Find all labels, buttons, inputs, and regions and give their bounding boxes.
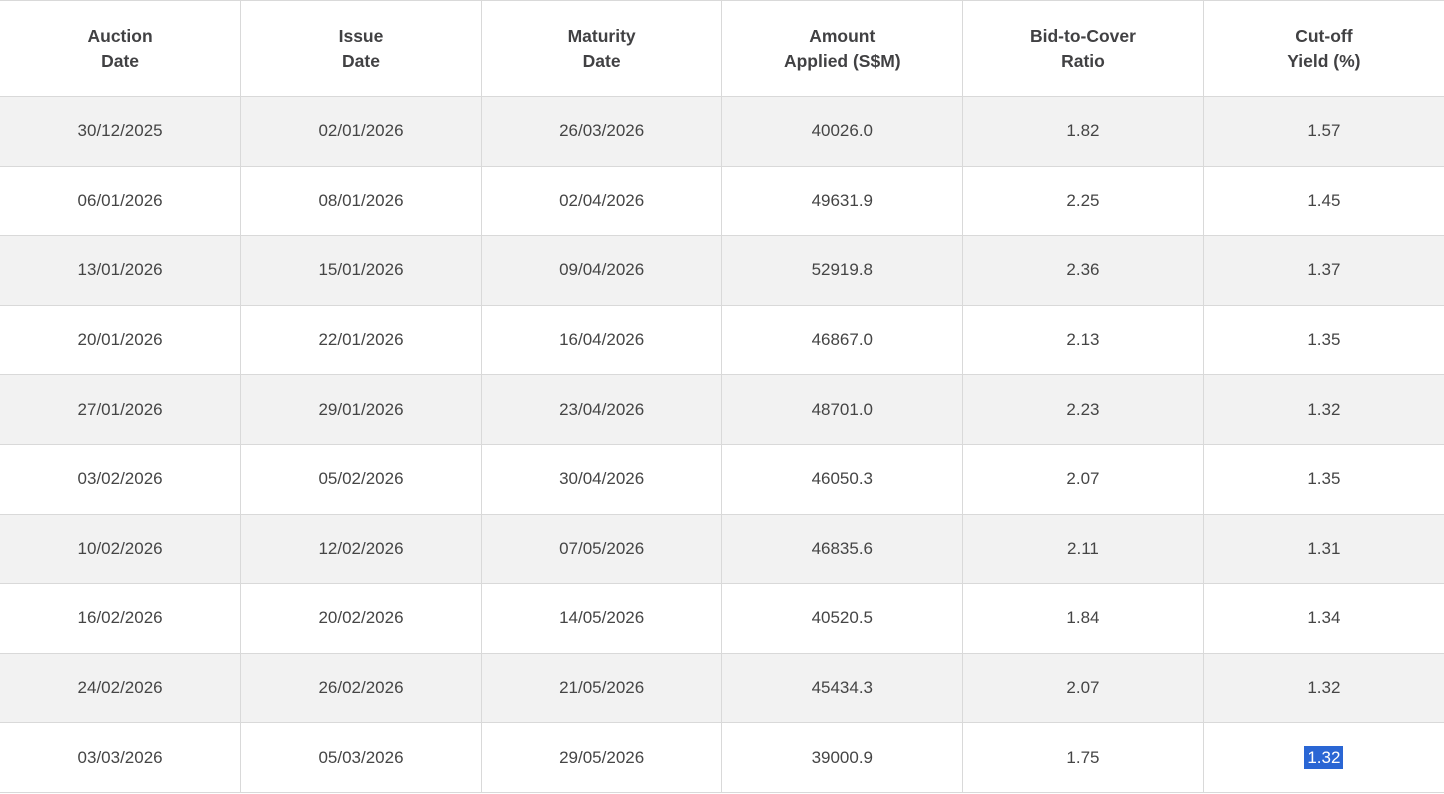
cell-maturity-date: 26/03/2026 — [480, 96, 722, 167]
header-label: Ratio — [1061, 50, 1105, 71]
header-label: Applied (S$M) — [783, 50, 901, 71]
header-label: Issue — [338, 25, 384, 46]
table-row: 16/02/2026 20/02/2026 14/05/2026 40520.5… — [0, 583, 1444, 654]
cell-bid-to-cover: 1.75 — [962, 722, 1204, 793]
header-auction-date: Auction Date — [0, 0, 241, 97]
header-label: Auction — [87, 25, 153, 46]
cell-issue-date: 26/02/2026 — [240, 653, 482, 724]
cell-maturity-date: 02/04/2026 — [480, 166, 722, 237]
cell-issue-date: 08/01/2026 — [240, 166, 482, 237]
cell-bid-to-cover: 1.84 — [962, 583, 1204, 654]
table-row: 10/02/2026 12/02/2026 07/05/2026 46835.6… — [0, 514, 1444, 585]
cell-bid-to-cover: 2.07 — [962, 653, 1204, 724]
table-row: 30/12/2025 02/01/2026 26/03/2026 40026.0… — [0, 96, 1444, 167]
cell-issue-date: 29/01/2026 — [240, 374, 482, 445]
cell-issue-date: 05/02/2026 — [240, 444, 482, 515]
table-row: 06/01/2026 08/01/2026 02/04/2026 49631.9… — [0, 166, 1444, 237]
cell-bid-to-cover: 2.23 — [962, 374, 1204, 445]
cell-maturity-date: 29/05/2026 — [480, 722, 722, 793]
cell-amount-applied: 52919.8 — [721, 235, 963, 306]
cell-maturity-date: 21/05/2026 — [480, 653, 722, 724]
header-cutoff-yield: Cut-off Yield (%) — [1202, 0, 1444, 97]
cell-bid-to-cover: 2.13 — [962, 305, 1204, 376]
cell-issue-date: 15/01/2026 — [240, 235, 482, 306]
cell-cutoff-yield: 1.32 — [1202, 722, 1444, 793]
cell-bid-to-cover: 2.07 — [962, 444, 1204, 515]
cell-auction-date: 10/02/2026 — [0, 514, 241, 585]
cell-cutoff-yield: 1.45 — [1202, 166, 1444, 237]
header-label: Date — [582, 50, 621, 71]
cell-maturity-date: 23/04/2026 — [480, 374, 722, 445]
cell-issue-date: 20/02/2026 — [240, 583, 482, 654]
header-label: Cut-off — [1295, 25, 1353, 46]
header-label: Yield (%) — [1287, 50, 1361, 71]
cell-auction-date: 03/03/2026 — [0, 722, 241, 793]
cell-cutoff-yield: 1.32 — [1202, 374, 1444, 445]
cell-issue-date: 12/02/2026 — [240, 514, 482, 585]
cell-auction-date: 06/01/2026 — [0, 166, 241, 237]
cell-maturity-date: 07/05/2026 — [480, 514, 722, 585]
cell-cutoff-yield: 1.35 — [1202, 444, 1444, 515]
cell-issue-date: 02/01/2026 — [240, 96, 482, 167]
header-amount-applied: Amount Applied (S$M) — [721, 0, 963, 97]
cell-cutoff-yield: 1.37 — [1202, 235, 1444, 306]
cell-amount-applied: 48701.0 — [721, 374, 963, 445]
cell-cutoff-yield: 1.32 — [1202, 653, 1444, 724]
table-row: 20/01/2026 22/01/2026 16/04/2026 46867.0… — [0, 305, 1444, 376]
cell-amount-applied: 46867.0 — [721, 305, 963, 376]
header-label: Amount — [809, 25, 876, 46]
cell-issue-date: 05/03/2026 — [240, 722, 482, 793]
table-row: 24/02/2026 26/02/2026 21/05/2026 45434.3… — [0, 653, 1444, 724]
cell-maturity-date: 09/04/2026 — [480, 235, 722, 306]
cell-cutoff-yield: 1.34 — [1202, 583, 1444, 654]
cell-auction-date: 20/01/2026 — [0, 305, 241, 376]
cell-bid-to-cover: 1.82 — [962, 96, 1204, 167]
cell-auction-date: 27/01/2026 — [0, 374, 241, 445]
header-label: Maturity — [567, 25, 636, 46]
cell-maturity-date: 14/05/2026 — [480, 583, 722, 654]
cell-amount-applied: 40520.5 — [721, 583, 963, 654]
header-issue-date: Issue Date — [240, 0, 482, 97]
header-row: Auction Date Issue Date Maturity Date Am… — [0, 0, 1444, 97]
table-row: 03/03/2026 05/03/2026 29/05/2026 39000.9… — [0, 722, 1444, 793]
header-bid-to-cover: Bid-to-Cover Ratio — [962, 0, 1204, 97]
cell-auction-date: 16/02/2026 — [0, 583, 241, 654]
cell-cutoff-yield: 1.35 — [1202, 305, 1444, 376]
cell-auction-date: 24/02/2026 — [0, 653, 241, 724]
table-row: 13/01/2026 15/01/2026 09/04/2026 52919.8… — [0, 235, 1444, 306]
cell-issue-date: 22/01/2026 — [240, 305, 482, 376]
cell-amount-applied: 39000.9 — [721, 722, 963, 793]
cell-amount-applied: 46050.3 — [721, 444, 963, 515]
header-maturity-date: Maturity Date — [480, 0, 722, 97]
cell-maturity-date: 30/04/2026 — [480, 444, 722, 515]
cell-bid-to-cover: 2.36 — [962, 235, 1204, 306]
header-label: Date — [342, 50, 380, 71]
cell-cutoff-yield: 1.31 — [1202, 514, 1444, 585]
cell-amount-applied: 49631.9 — [721, 166, 963, 237]
table-header: Auction Date Issue Date Maturity Date Am… — [0, 0, 1444, 97]
cell-amount-applied: 45434.3 — [721, 653, 963, 724]
header-label: Bid-to-Cover — [1029, 25, 1136, 46]
cell-bid-to-cover: 2.11 — [962, 514, 1204, 585]
table-body: 30/12/2025 02/01/2026 26/03/2026 40026.0… — [0, 96, 1444, 793]
cell-auction-date: 03/02/2026 — [0, 444, 241, 515]
cell-bid-to-cover: 2.25 — [962, 166, 1204, 237]
header-label: Date — [101, 50, 140, 71]
cell-amount-applied: 46835.6 — [721, 514, 963, 585]
table-row: 27/01/2026 29/01/2026 23/04/2026 48701.0… — [0, 374, 1444, 445]
cell-cutoff-yield: 1.57 — [1202, 96, 1444, 167]
selected-text: 1.32 — [1304, 745, 1344, 769]
cell-auction-date: 13/01/2026 — [0, 235, 241, 306]
cell-maturity-date: 16/04/2026 — [480, 305, 722, 376]
cell-amount-applied: 40026.0 — [721, 96, 963, 167]
table-row: 03/02/2026 05/02/2026 30/04/2026 46050.3… — [0, 444, 1444, 515]
cell-auction-date: 30/12/2025 — [0, 96, 241, 167]
